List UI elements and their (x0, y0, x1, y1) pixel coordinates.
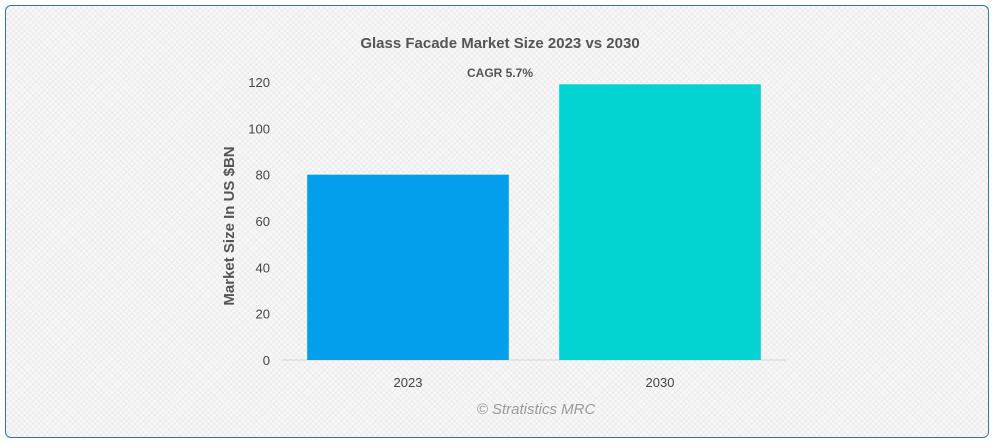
chart-frame: Glass Facade Market Size 2023 vs 2030 CA… (5, 5, 989, 438)
x-axis-ticks: 2023 2030 (394, 375, 675, 390)
chart-title: Glass Facade Market Size 2023 vs 2030 (360, 35, 639, 52)
credit-text: © Stratistics MRC (477, 401, 596, 418)
y-axis-label: Market Size In US $BN (221, 146, 238, 305)
y-tick-label: 40 (256, 260, 270, 275)
bar-chart: Glass Facade Market Size 2023 vs 2030 CA… (221, 35, 786, 418)
y-tick-label: 20 (256, 307, 270, 322)
y-tick-label: 0 (263, 353, 270, 368)
y-tick-label: 100 (248, 121, 270, 136)
y-tick-label: 80 (256, 168, 270, 183)
cagr-annotation: CAGR 5.7% (467, 66, 533, 80)
y-tick-label: 60 (256, 214, 270, 229)
bar-2030 (559, 84, 761, 361)
x-tick-label: 2030 (646, 375, 675, 390)
y-tick-label: 120 (248, 75, 270, 90)
y-axis-ticks: 0 20 40 60 80 100 120 (248, 75, 270, 368)
x-tick-label: 2023 (394, 375, 423, 390)
bar-2023 (307, 174, 509, 360)
bars (307, 84, 761, 361)
